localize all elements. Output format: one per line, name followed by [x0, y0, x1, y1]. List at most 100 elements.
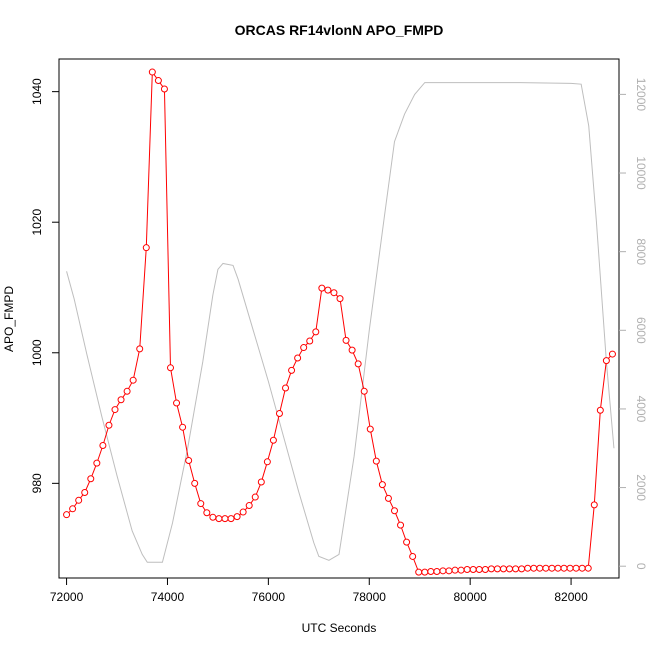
data-point [427, 567, 435, 575]
data-point [324, 286, 332, 294]
y-tick-label-right: 8000 [634, 238, 648, 265]
data-point [111, 406, 119, 414]
y-tick-label-left: 1000 [30, 339, 44, 366]
data-point [251, 493, 259, 501]
data-point [154, 77, 162, 85]
x-tick-label: 76000 [252, 590, 286, 604]
data-point [578, 564, 586, 572]
data-point [409, 552, 417, 560]
data-point [221, 515, 229, 523]
data-point [512, 565, 520, 573]
data-point [608, 350, 616, 358]
data-point [548, 564, 556, 572]
y-tick-label-left: 1040 [30, 78, 44, 105]
x-axis: 72000 74000 76000 78000 80000 82000 [50, 578, 588, 604]
data-point [227, 515, 235, 523]
x-tick-label: 80000 [453, 590, 487, 604]
data-point [312, 328, 320, 336]
y-tick-label-right: 4000 [634, 396, 648, 423]
data-point [366, 425, 374, 433]
data-point [602, 357, 610, 365]
data-point [263, 458, 271, 466]
data-point [384, 494, 392, 502]
data-point [560, 564, 568, 572]
data-point [360, 387, 368, 395]
data-point [129, 376, 137, 384]
data-point [481, 566, 489, 574]
plot-frame [58, 58, 620, 579]
y-axis-left: 980 1000 1020 1040 [30, 78, 59, 493]
data-point [590, 501, 598, 509]
data-point [542, 564, 550, 572]
data-point [275, 409, 283, 417]
data-point [530, 564, 538, 572]
y-tick-label-left: 980 [30, 473, 44, 493]
data-point [99, 441, 107, 449]
data-point [197, 500, 205, 508]
data-point [348, 346, 356, 354]
data-point [572, 564, 580, 572]
data-point [536, 564, 544, 572]
x-tick-label: 78000 [353, 590, 387, 604]
data-point [354, 360, 362, 368]
data-point [294, 354, 302, 362]
data-point [318, 284, 326, 292]
data-point [596, 406, 604, 414]
data-point [415, 568, 423, 576]
data-point [378, 481, 386, 489]
x-tick-label: 72000 [50, 590, 84, 604]
x-tick-label: 74000 [151, 590, 185, 604]
data-point [342, 336, 350, 344]
data-point [81, 488, 89, 496]
data-point [105, 421, 113, 429]
data-point [463, 566, 471, 574]
data-point [475, 566, 483, 574]
data-point [487, 565, 495, 573]
data-point [179, 423, 187, 431]
data-point [566, 564, 574, 572]
data-point [506, 565, 514, 573]
series-line-right [66, 82, 615, 563]
data-point [524, 564, 532, 572]
data-point [451, 566, 459, 574]
data-point [191, 479, 199, 487]
data-point [142, 244, 150, 252]
x-axis-label: UTC Seconds [302, 621, 377, 635]
data-point [391, 507, 398, 515]
y-tick-label-left: 1020 [30, 209, 44, 236]
data-point [148, 68, 156, 76]
data-point [397, 521, 405, 529]
data-point [167, 364, 174, 372]
data-point [457, 566, 465, 574]
data-point [372, 457, 380, 465]
data-point [518, 565, 526, 573]
data-point [173, 399, 181, 407]
data-point [288, 366, 296, 374]
data-point [493, 565, 501, 573]
data-point [203, 509, 211, 517]
data-point [209, 513, 217, 521]
data-point [93, 459, 101, 467]
data-point [403, 538, 411, 546]
y-axis-right: 0 2000 4000 6000 8000 10000 12000 [619, 78, 648, 570]
data-point [282, 384, 290, 392]
data-point [257, 478, 265, 486]
data-point [123, 387, 131, 395]
y-tick-label-right: 12000 [634, 78, 648, 112]
data-point [269, 436, 277, 444]
y-tick-label-right: 6000 [634, 317, 648, 344]
data-point [160, 85, 168, 93]
data-point [421, 568, 429, 576]
data-point [300, 344, 308, 352]
data-point [469, 566, 477, 574]
data-point [239, 508, 247, 516]
series-layer [63, 68, 616, 576]
data-point [554, 564, 562, 572]
chart-title: ORCAS RF14vlonN APO_FMPD [235, 22, 444, 38]
data-point [75, 496, 83, 504]
data-point [439, 567, 447, 575]
data-point [584, 564, 592, 572]
data-point [117, 396, 125, 404]
